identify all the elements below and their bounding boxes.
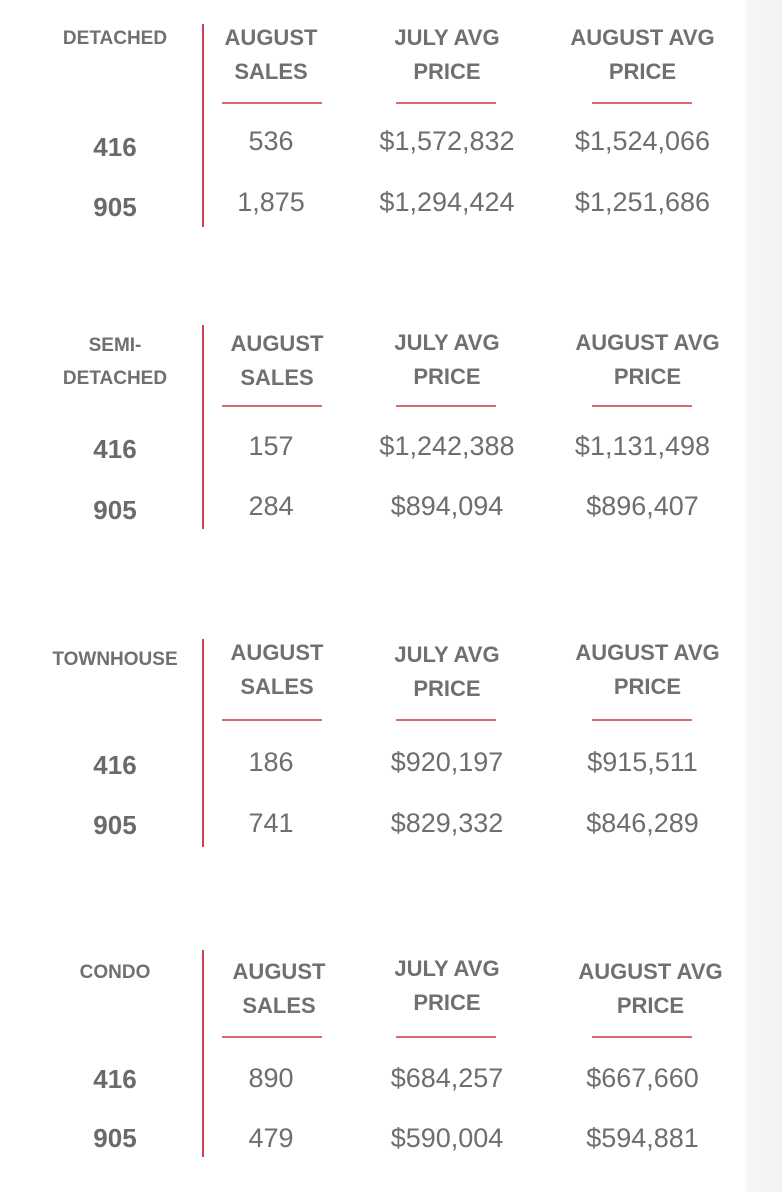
august-avg-price-value: $915,511 bbox=[587, 747, 698, 777]
section-condo: CONDO AUGUST SALES JULY AVG PRICE AUGUST… bbox=[0, 950, 746, 1190]
august-sales-value: 1,875 bbox=[237, 187, 305, 217]
august-avg-price-value: $594,881 bbox=[586, 1123, 699, 1153]
area-code-905: 905 bbox=[93, 192, 137, 222]
august-avg-price-value: $1,251,686 bbox=[574, 187, 711, 217]
section-divider bbox=[202, 24, 204, 227]
property-type-label: DETACHED bbox=[62, 28, 168, 49]
column-header-august-sales: AUGUST SALES bbox=[230, 331, 324, 390]
july-avg-price-value: $1,242,388 bbox=[379, 431, 515, 461]
august-sales-value: 536 bbox=[248, 126, 294, 156]
section-semi-detached: SEMI- DETACHED AUGUST SALES JULY AVG PRI… bbox=[0, 323, 746, 563]
column-underline bbox=[222, 719, 322, 721]
column-underline bbox=[592, 405, 692, 407]
section-divider bbox=[202, 950, 204, 1157]
august-sales-value: 741 bbox=[248, 808, 294, 838]
column-header-july-avg-price: JULY AVG PRICE bbox=[394, 642, 500, 701]
scrollbar-gutter bbox=[746, 0, 782, 1192]
july-avg-price-value: $1,572,832 bbox=[379, 126, 515, 156]
august-sales-value: 479 bbox=[248, 1123, 294, 1153]
property-type-label: TOWNHOUSE bbox=[52, 649, 178, 670]
property-type-label: SEMI- DETACHED bbox=[62, 335, 168, 389]
column-header-august-sales: AUGUST SALES bbox=[230, 640, 324, 699]
column-underline bbox=[396, 719, 496, 721]
july-avg-price-value: $829,332 bbox=[390, 808, 504, 838]
column-header-july-avg-price: JULY AVG PRICE bbox=[394, 25, 500, 84]
august-sales-value: 890 bbox=[248, 1063, 294, 1093]
august-avg-price-value: $896,407 bbox=[586, 491, 699, 521]
july-avg-price-value: $1,294,424 bbox=[379, 187, 515, 217]
column-header-august-avg-price: AUGUST AVG PRICE bbox=[578, 959, 723, 1018]
column-underline bbox=[396, 102, 496, 104]
july-avg-price-value: $894,094 bbox=[390, 491, 504, 521]
august-sales-value: 284 bbox=[248, 491, 294, 521]
column-underline bbox=[222, 1036, 322, 1038]
august-avg-price-value: $667,660 bbox=[586, 1063, 699, 1093]
area-code-905: 905 bbox=[93, 495, 137, 525]
august-avg-price-value: $1,524,066 bbox=[574, 126, 711, 156]
column-header-august-sales: AUGUST SALES bbox=[224, 25, 318, 84]
column-underline bbox=[592, 719, 692, 721]
column-underline bbox=[592, 1036, 692, 1038]
column-underline bbox=[222, 405, 322, 407]
area-code-905: 905 bbox=[93, 810, 137, 840]
column-header-august-sales: AUGUST SALES bbox=[232, 959, 326, 1018]
section-townhouse: TOWNHOUSE AUGUST SALES JULY AVG PRICE AU… bbox=[0, 636, 746, 876]
july-avg-price-value: $590,004 bbox=[390, 1123, 504, 1153]
column-underline bbox=[592, 102, 692, 104]
area-code-416: 416 bbox=[93, 434, 137, 464]
column-header-august-avg-price: AUGUST AVG PRICE bbox=[575, 640, 720, 699]
column-header-july-avg-price: JULY AVG PRICE bbox=[394, 330, 500, 389]
column-header-august-avg-price: AUGUST AVG PRICE bbox=[575, 330, 720, 389]
column-header-august-avg-price: AUGUST AVG PRICE bbox=[570, 25, 715, 84]
section-divider bbox=[202, 639, 204, 847]
section-detached: DETACHED AUGUST SALES JULY AVG PRICE AUG… bbox=[0, 18, 746, 258]
column-header-july-avg-price: JULY AVG PRICE bbox=[394, 956, 500, 1015]
area-code-416: 416 bbox=[93, 1064, 137, 1094]
area-code-416: 416 bbox=[93, 132, 137, 162]
july-avg-price-value: $684,257 bbox=[390, 1063, 504, 1093]
august-avg-price-value: $846,289 bbox=[586, 808, 699, 838]
area-code-416: 416 bbox=[93, 750, 137, 780]
column-underline bbox=[222, 102, 322, 104]
july-avg-price-value: $920,197 bbox=[390, 747, 504, 777]
column-underline bbox=[396, 1036, 496, 1038]
property-type-label: CONDO bbox=[79, 962, 151, 983]
august-avg-price-value: $1,131,498 bbox=[574, 431, 711, 461]
area-code-905: 905 bbox=[93, 1123, 137, 1153]
august-sales-value: 186 bbox=[248, 747, 294, 777]
august-sales-value: 157 bbox=[248, 431, 294, 461]
section-divider bbox=[202, 325, 204, 529]
column-underline bbox=[396, 405, 496, 407]
